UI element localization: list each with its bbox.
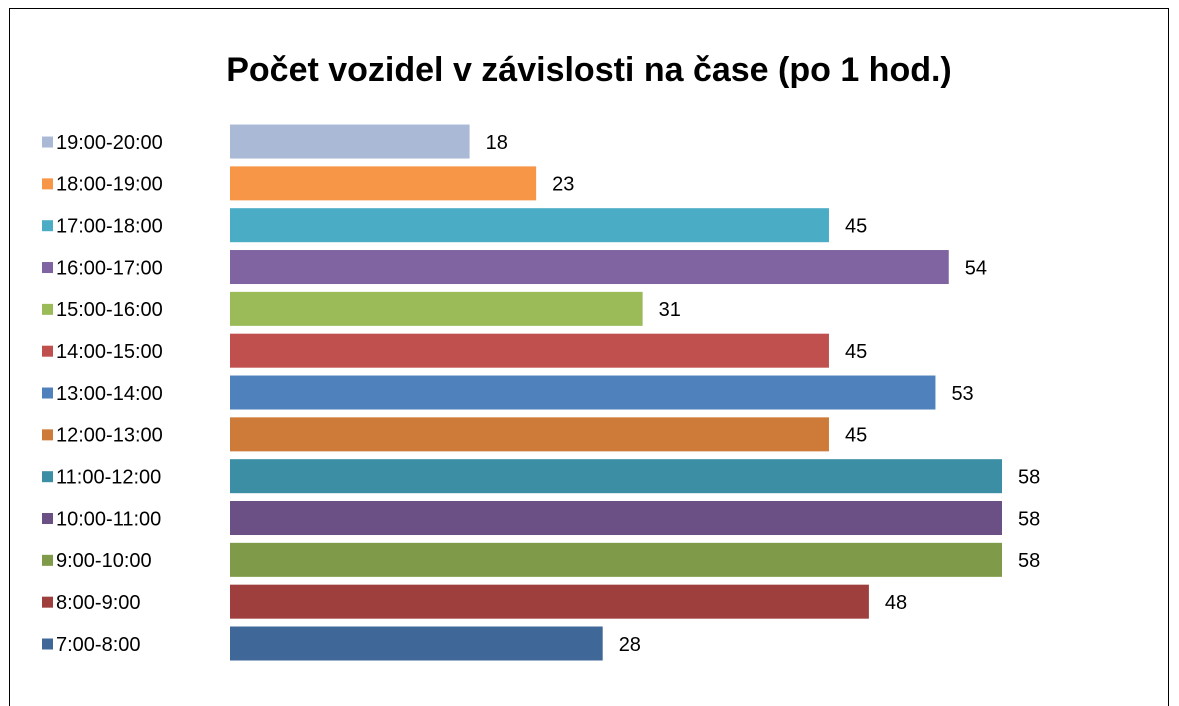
- value-label: 45: [845, 341, 867, 363]
- legend-swatch: [42, 429, 53, 441]
- bar: [230, 501, 1002, 536]
- bar: [230, 542, 1002, 577]
- legend-swatch: [42, 303, 53, 315]
- value-label: 23: [552, 174, 574, 196]
- legend-swatch: [42, 262, 53, 274]
- bar: [230, 584, 869, 619]
- value-label: 58: [1018, 550, 1040, 572]
- legend-label: 15:00-16:00: [56, 299, 163, 321]
- value-label: 53: [951, 383, 973, 405]
- bar: [230, 124, 470, 159]
- legend-swatch: [42, 596, 53, 608]
- legend-swatch: [42, 471, 53, 483]
- value-label: 48: [885, 592, 907, 614]
- legend-label: 8:00-9:00: [56, 592, 141, 614]
- legend-swatch: [42, 387, 53, 399]
- value-label: 45: [845, 215, 867, 237]
- legend-label: 9:00-10:00: [56, 550, 152, 572]
- legend-label: 16:00-17:00: [56, 257, 163, 279]
- legend-swatch: [42, 220, 53, 232]
- value-label: 18: [486, 132, 508, 154]
- legend-label: 14:00-15:00: [56, 341, 163, 363]
- legend-label: 7:00-8:00: [56, 634, 141, 656]
- bar: [230, 417, 829, 452]
- legend-swatch: [42, 638, 53, 650]
- bar: [230, 250, 949, 285]
- value-label: 58: [1018, 508, 1040, 530]
- value-label: 31: [659, 299, 681, 321]
- value-label: 45: [845, 425, 867, 447]
- legend-label: 12:00-13:00: [56, 425, 163, 447]
- value-label: 28: [619, 634, 641, 656]
- legend-label: 19:00-20:00: [56, 132, 163, 154]
- legend-swatch: [42, 345, 53, 357]
- bar: [230, 291, 643, 326]
- legend-label: 13:00-14:00: [56, 383, 163, 405]
- bar: [230, 208, 829, 243]
- bar: [230, 459, 1002, 494]
- legend-swatch: [42, 554, 53, 566]
- value-label: 54: [965, 257, 987, 279]
- legend-label: 18:00-19:00: [56, 174, 163, 196]
- legend-swatch: [42, 178, 53, 190]
- bar: [230, 166, 537, 201]
- value-label: 58: [1018, 466, 1040, 488]
- legend-label: 17:00-18:00: [56, 215, 163, 237]
- bar: [230, 626, 603, 661]
- legend-swatch: [42, 136, 53, 148]
- bar: [230, 375, 936, 410]
- legend-label: 11:00-12:00: [56, 466, 161, 488]
- bar: [230, 333, 829, 368]
- chart-title: Počet vozidel v závislosti na čase (po 1…: [226, 51, 952, 89]
- legend-swatch: [42, 513, 53, 525]
- legend-label: 10:00-11:00: [56, 508, 161, 530]
